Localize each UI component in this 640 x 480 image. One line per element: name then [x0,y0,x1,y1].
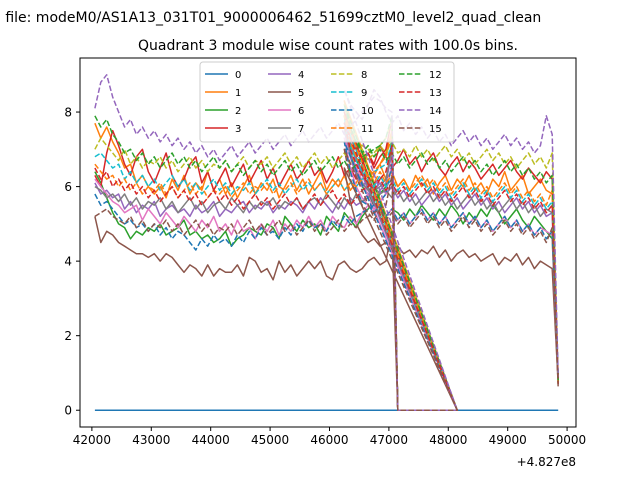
legend-label-11: 11 [361,124,374,135]
x-tick-label-43000: 43000 [132,433,170,447]
legend-label-6: 6 [298,106,304,117]
plot-frame [79,57,577,428]
series-line-13 [94,122,559,411]
series-line-12 [94,103,559,411]
legend-label-14: 14 [429,106,442,117]
x-tick-label-50000: 50000 [548,433,586,447]
legend-label-12: 12 [429,70,442,81]
series-line-3 [94,111,559,411]
legend-label-9: 9 [361,88,367,99]
x-tick-label-48000: 48000 [429,433,467,447]
x-tick-label-44000: 44000 [192,433,230,447]
legend-label-0: 0 [235,70,241,81]
series-line-8 [94,103,559,411]
legend-label-13: 13 [429,88,442,99]
axes-layer: 42000 43000 44000 45000 46000 47000 48000 49000… [64,106,586,447]
y-tick-label-0: 0 [64,404,72,418]
x-tick-label-42000: 42000 [73,433,111,447]
series-line-4 [94,129,559,411]
legend-label-2: 2 [235,106,241,117]
legend-label-3: 3 [235,124,241,135]
suptitle: n file: modeM0/AS1A13_031T01_9000006462_… [0,10,541,26]
legend-label-4: 4 [298,70,304,81]
legend-label-5: 5 [298,88,304,99]
x-offset-label: +4.827e8 [517,455,576,469]
legend-label-8: 8 [361,70,367,81]
legend-box [199,61,455,143]
series-line-7 [94,126,559,411]
y-tick-label-8: 8 [64,106,72,120]
y-tick-label-2: 2 [64,329,72,343]
legend-label-1: 1 [235,88,241,99]
x-tick-label-45000: 45000 [251,433,289,447]
y-tick-label-6: 6 [64,180,72,194]
x-tick-label-49000: 49000 [489,433,527,447]
x-tick-label-46000: 46000 [310,433,348,447]
legend-label-15: 15 [429,124,442,135]
legend-label-10: 10 [361,106,374,117]
chart-title: Quadrant 3 module wise count rates with … [138,38,518,54]
series-line-10 [94,141,559,411]
legend-label-7: 7 [298,124,304,135]
series-line-2 [94,115,559,411]
series-line-5 [94,167,559,411]
x-tick-label-47000: 47000 [370,433,408,447]
y-tick-label-4: 4 [64,255,72,269]
series-line-11 [94,115,559,411]
